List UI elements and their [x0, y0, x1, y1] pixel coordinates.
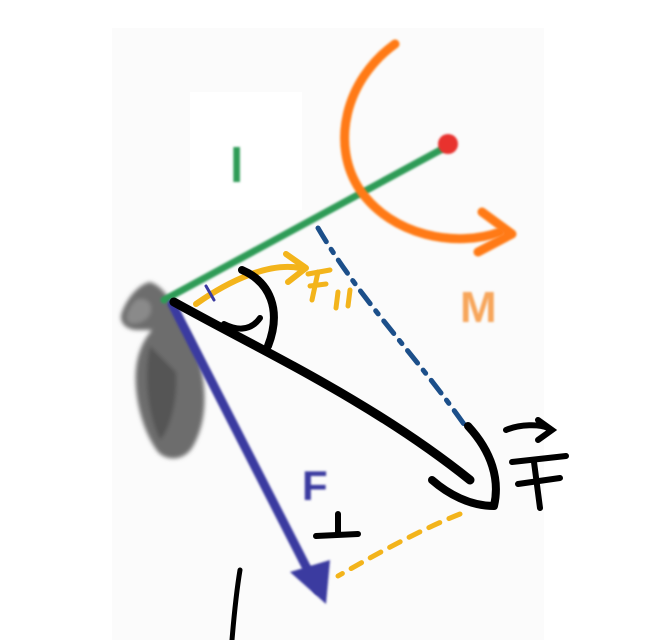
parallel-component-arrowhead	[283, 251, 309, 285]
perpendicular-force-arrowhead	[290, 560, 330, 604]
moment-label: M	[460, 283, 497, 332]
rotation-arrowhead	[473, 207, 517, 257]
perpendicular-symbol-marks	[313, 511, 361, 539]
pivot-tick	[204, 284, 216, 302]
angle-mark	[221, 315, 263, 332]
perpendicular-force-label: F	[302, 462, 328, 509]
applied-force-line	[169, 297, 475, 485]
applied-force-arrowhead	[428, 422, 500, 510]
perpendicular-force-arrow	[167, 299, 323, 595]
dashed-perpendicular-line	[335, 511, 463, 579]
lever-arm-line	[160, 143, 450, 304]
lever-arm-label: l	[230, 140, 243, 193]
applied-force-label	[503, 417, 569, 511]
end-point	[438, 134, 458, 154]
rotation-arrow-icon	[340, 39, 505, 244]
angle-arc-icon	[238, 266, 278, 350]
label-panel	[190, 92, 302, 210]
lower-stroke	[229, 567, 243, 640]
parallel-force-label	[305, 267, 353, 311]
dashed-projection-line	[315, 225, 471, 433]
